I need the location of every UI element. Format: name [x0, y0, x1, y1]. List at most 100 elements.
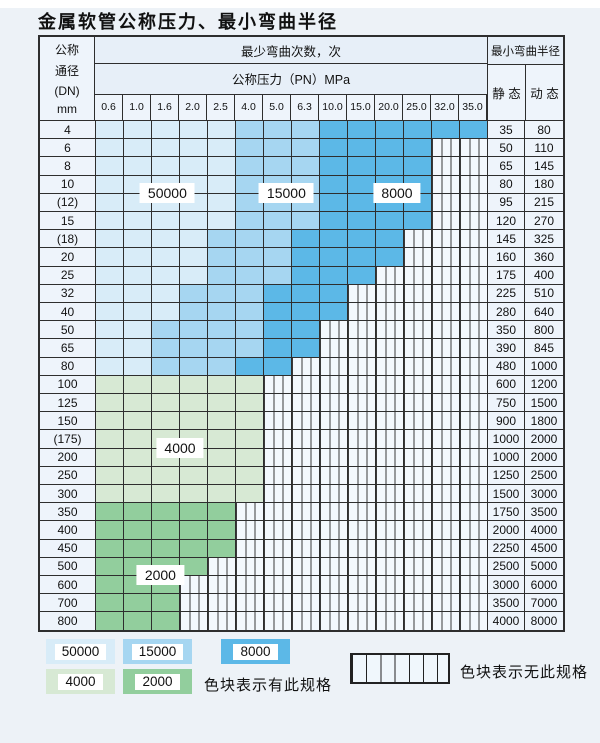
static-value-cell: 600 — [488, 375, 525, 395]
static-value-cell: 80 — [488, 175, 525, 194]
pressure-cell — [376, 394, 404, 413]
pressure-cell — [432, 612, 460, 631]
table-row: 800 4000 8000 — [40, 612, 563, 631]
pressure-cell — [96, 394, 124, 413]
pressure-cell — [124, 157, 152, 176]
min-bend-radius-header: 最小弯曲半径 — [488, 37, 563, 65]
pressure-cell — [124, 430, 152, 449]
pressure-cell — [292, 321, 320, 340]
pressure-cell — [320, 175, 348, 194]
pressure-cell — [236, 521, 264, 540]
table-row: 300 1500 3000 — [40, 485, 563, 504]
pressure-cell — [292, 248, 320, 267]
static-value-cell: 900 — [488, 412, 525, 431]
table-header: 公称 通径 (DN) mm 最少弯曲次数，次 公称压力（PN）MPa 0.6 1.… — [40, 37, 563, 121]
pressure-cell — [236, 321, 264, 340]
pressure-cell — [96, 412, 124, 431]
pressure-cell — [96, 576, 124, 595]
pressure-cell — [264, 303, 292, 322]
static-value-cell: 145 — [488, 230, 525, 249]
pressure-cell — [96, 430, 124, 449]
pressure-cell — [432, 157, 460, 176]
pressure-cell — [180, 576, 208, 595]
pressure-cell — [404, 594, 432, 613]
static-value-cell: 65 — [488, 157, 525, 176]
pressure-cell — [460, 175, 488, 194]
pressure-cell — [152, 230, 180, 249]
pressure-cell — [208, 212, 236, 231]
pressure-cell — [376, 339, 404, 358]
pressure-cell — [348, 466, 376, 486]
pressure-cell — [376, 448, 404, 467]
pressure-header-cell: 0.6 — [95, 94, 123, 120]
pressure-cell — [208, 266, 236, 285]
dn-cell: 200 — [40, 448, 96, 467]
pressure-cell — [376, 121, 404, 140]
pressure-cell — [348, 357, 376, 376]
bend-radius-header-group: 最小弯曲半径 静 态 动 态 — [488, 37, 563, 120]
pressure-cell — [236, 375, 264, 395]
table-row: 125 750 1500 — [40, 394, 563, 413]
pressure-header-cell: 15.0 — [347, 94, 375, 120]
pressure-cell — [208, 394, 236, 413]
cycle-count-label: 4000 — [156, 437, 204, 458]
legend-present-text: 色块表示有此规格 — [204, 677, 333, 694]
pressure-cell — [404, 212, 432, 231]
pressure-cell — [404, 485, 432, 504]
pressure-cell — [124, 230, 152, 249]
pressure-cell — [460, 612, 488, 631]
table-row: 80 480 1000 — [40, 357, 563, 376]
pressure-cell — [432, 485, 460, 504]
pressure-cell — [152, 121, 180, 140]
pressure-cell — [348, 557, 376, 577]
pressure-cell — [180, 357, 208, 376]
dynamic-value-cell: 145 — [525, 157, 563, 176]
pressure-cell — [236, 539, 264, 558]
pressure-cell — [348, 339, 376, 358]
pressure-cell — [404, 576, 432, 595]
dn-cell: 300 — [40, 485, 96, 504]
pressure-cell — [96, 303, 124, 322]
dynamic-value-cell: 80 — [525, 121, 563, 140]
pressure-cell — [292, 121, 320, 140]
pressure-cell — [152, 266, 180, 285]
static-value-cell: 280 — [488, 303, 525, 322]
pressure-cell — [376, 230, 404, 249]
pressure-cell — [96, 448, 124, 467]
static-value-cell: 2250 — [488, 539, 525, 558]
pressure-cell — [404, 430, 432, 449]
pressure-cell — [264, 466, 292, 486]
pressure-cell — [432, 466, 460, 486]
pressure-cell — [96, 557, 124, 577]
table-row: 32 225 510 — [40, 284, 563, 304]
pressure-cell — [96, 321, 124, 340]
pressure-header-cell: 1.0 — [123, 94, 151, 120]
pressure-cell — [320, 466, 348, 486]
pressure-header-cell: 35.0 — [459, 94, 487, 120]
dn-header-line: (DN) — [54, 83, 80, 98]
dn-cell: 40 — [40, 303, 96, 322]
dn-cell: 4 — [40, 121, 96, 140]
dynamic-value-cell: 2000 — [525, 430, 563, 449]
pressure-cell — [96, 357, 124, 376]
pressure-cell — [460, 466, 488, 486]
dn-cell: 80 — [40, 357, 96, 376]
pressure-cell — [208, 321, 236, 340]
pressure-cell — [376, 430, 404, 449]
pressure-cell — [348, 121, 376, 140]
pressure-cell — [460, 521, 488, 540]
static-value-cell: 120 — [488, 212, 525, 231]
pressure-cell — [292, 612, 320, 631]
pressure-cell — [320, 139, 348, 158]
pressure-cell — [292, 430, 320, 449]
pressure-cell — [320, 121, 348, 140]
pressure-cell — [292, 303, 320, 322]
pressure-cell — [404, 230, 432, 249]
pressure-cell — [124, 321, 152, 340]
cycle-count-label: 15000 — [258, 182, 314, 203]
pressure-cell — [208, 375, 236, 395]
pressure-cell — [124, 521, 152, 540]
pressure-value-header-row: 0.6 1.0 1.6 2.0 2.5 4.0 5.0 6.3 10.0 15.0 20.0 25.0… — [95, 94, 487, 120]
static-value-cell: 480 — [488, 357, 525, 376]
pressure-cell — [264, 357, 292, 376]
